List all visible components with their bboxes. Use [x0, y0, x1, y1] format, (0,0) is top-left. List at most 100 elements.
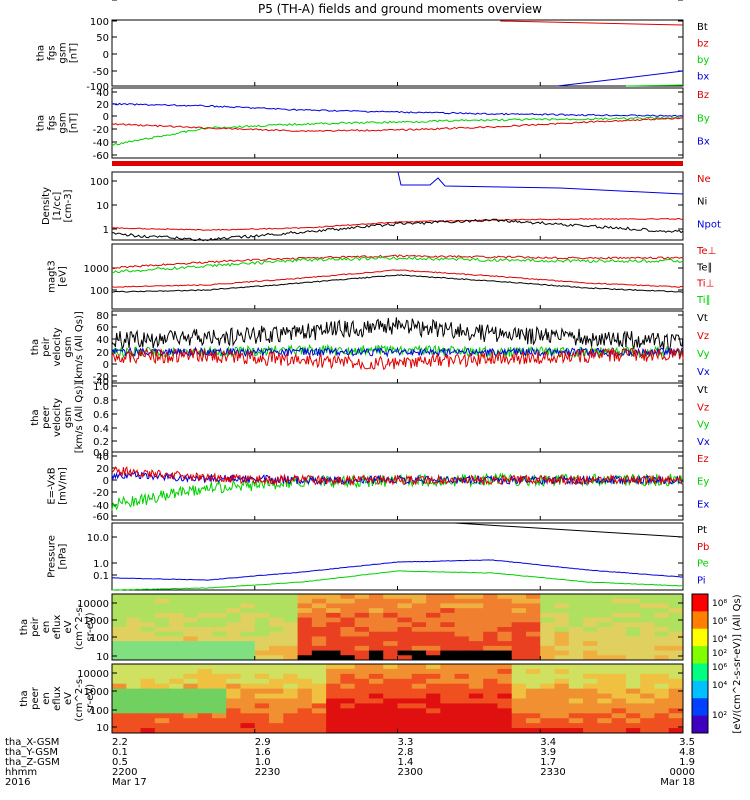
legend-entry: Te⊥: [696, 246, 716, 257]
spectrogram-cell: [197, 698, 213, 704]
spectrogram-cell: [468, 645, 484, 652]
spectrogram-cell: [183, 698, 199, 704]
panel-peir-velocity: 806040200-20-40-60thapeirvelocitygsm[km/…: [30, 0, 710, 388]
spectrogram-cell: [197, 728, 213, 734]
spectrogram-cell: [326, 641, 341, 647]
spectrogram-cell: [411, 645, 427, 652]
spectrogram-cell: [254, 655, 270, 661]
legend-entry: Bt: [697, 22, 708, 33]
spectrogram-cell: [340, 650, 356, 656]
legend-entry: Pi: [697, 575, 706, 586]
spectrogram-cell: [311, 688, 327, 695]
spectrogram-cell: [654, 612, 670, 619]
series-Pe: [112, 570, 684, 591]
y-tick-label: 100: [90, 706, 109, 717]
spectrogram-cell: [226, 713, 241, 719]
spectrogram-cell: [368, 668, 384, 675]
spectrogram-cell: [497, 673, 513, 680]
spectrogram-cell: [426, 603, 441, 609]
colorbar-tick-label: 10⁴: [712, 635, 727, 645]
spectrogram-cell: [326, 622, 341, 628]
spectrogram-cell: [511, 718, 527, 724]
series-Ez: [111, 466, 684, 487]
spectrogram-cell: [126, 688, 142, 695]
spectrogram-cell: [154, 728, 170, 734]
spectrogram-cell: [483, 728, 498, 734]
series-Bz: [111, 117, 684, 133]
spectrogram-cell: [340, 612, 356, 619]
spectrogram-cell: [383, 641, 398, 647]
spectrogram-cell: [283, 718, 299, 724]
spectrogram-cell: [297, 617, 313, 623]
y-axis-label: velocity: [52, 398, 63, 437]
y-axis-label: (cm^2-s-: [74, 675, 85, 722]
colorbar-cell: [692, 715, 708, 734]
x-axis-value: 3.5: [679, 737, 695, 748]
spectrogram-cell: [483, 708, 498, 714]
spectrogram-cell: [568, 728, 584, 734]
spectrogram-cell: [554, 728, 570, 734]
spectrogram-cell: [297, 608, 313, 614]
spectrogram-cell: [611, 636, 627, 642]
spectrogram-cell: [625, 693, 641, 699]
spectrogram-cell: [611, 612, 627, 619]
spectrogram-cell: [497, 718, 513, 724]
spectrogram-cell: [226, 598, 241, 604]
spectrogram-cell: [440, 645, 456, 652]
spectrogram-cell: [654, 641, 670, 647]
spectrogram-cell: [154, 612, 170, 619]
spectrogram-cell: [397, 698, 413, 704]
spectrogram-cell: [154, 698, 170, 704]
spectrogram-cell: [154, 693, 170, 699]
spectrogram-cell: [654, 627, 670, 633]
spectrogram-cell: [354, 622, 370, 628]
spectrogram-cell: [483, 641, 498, 647]
spectrogram-cell: [283, 698, 299, 704]
spectrogram-cell: [654, 598, 670, 604]
spectrogram-cell: [597, 683, 613, 690]
spectrogram-cell: [583, 688, 598, 695]
y-axis-label: peir: [30, 616, 41, 636]
spectrogram-cell: [668, 650, 684, 656]
spectrogram-cell: [511, 708, 527, 714]
spectrogram-cell: [654, 713, 670, 719]
spectrogram-cell: [497, 723, 513, 729]
x-axis-value: 3.9: [540, 747, 556, 758]
spectrogram-cell: [397, 655, 413, 661]
spectrogram-cell: [340, 723, 356, 729]
spectrogram-cell: [525, 612, 541, 619]
spectrogram-cell: [112, 641, 127, 647]
spectrogram-cell: [211, 636, 227, 642]
spectrogram-cell: [240, 703, 256, 709]
spectrogram-cell: [169, 693, 184, 699]
spectrogram-cell: [368, 636, 384, 642]
y-axis-label: gsm: [58, 42, 69, 63]
spectrogram-cell: [183, 594, 199, 600]
spectrogram-cell: [497, 664, 513, 670]
spectrogram-cell: [397, 622, 413, 628]
spectrogram-cell: [568, 718, 584, 724]
spectrogram-cell: [154, 664, 170, 670]
spectrogram-cell: [311, 698, 327, 704]
series-Vx: [111, 346, 684, 358]
spectrogram-cell: [554, 713, 570, 719]
spectrogram-cell: [240, 641, 256, 647]
spectrogram-cell: [611, 608, 627, 614]
spectrogram-cell: [297, 645, 313, 652]
x-axis-value: 0000: [670, 767, 695, 778]
spectrogram-cell: [240, 603, 256, 609]
spectrogram-cell: [211, 728, 227, 734]
x-axis-value: 0.5: [112, 757, 128, 768]
spectrogram-cell: [583, 678, 598, 685]
spectrogram-cell: [597, 636, 613, 642]
spectrogram-cell: [326, 598, 341, 604]
spectrogram-cell: [368, 673, 384, 680]
spectrogram-cell: [169, 673, 184, 680]
spectrogram-cell: [112, 668, 127, 675]
spectrogram-cell: [326, 683, 341, 690]
x-axis-value: 1.7: [540, 757, 556, 768]
spectrogram-cell: [269, 728, 284, 734]
spectrogram-cell: [640, 645, 655, 652]
spectrogram-cell: [226, 645, 241, 652]
spectrogram-cell: [269, 693, 284, 699]
